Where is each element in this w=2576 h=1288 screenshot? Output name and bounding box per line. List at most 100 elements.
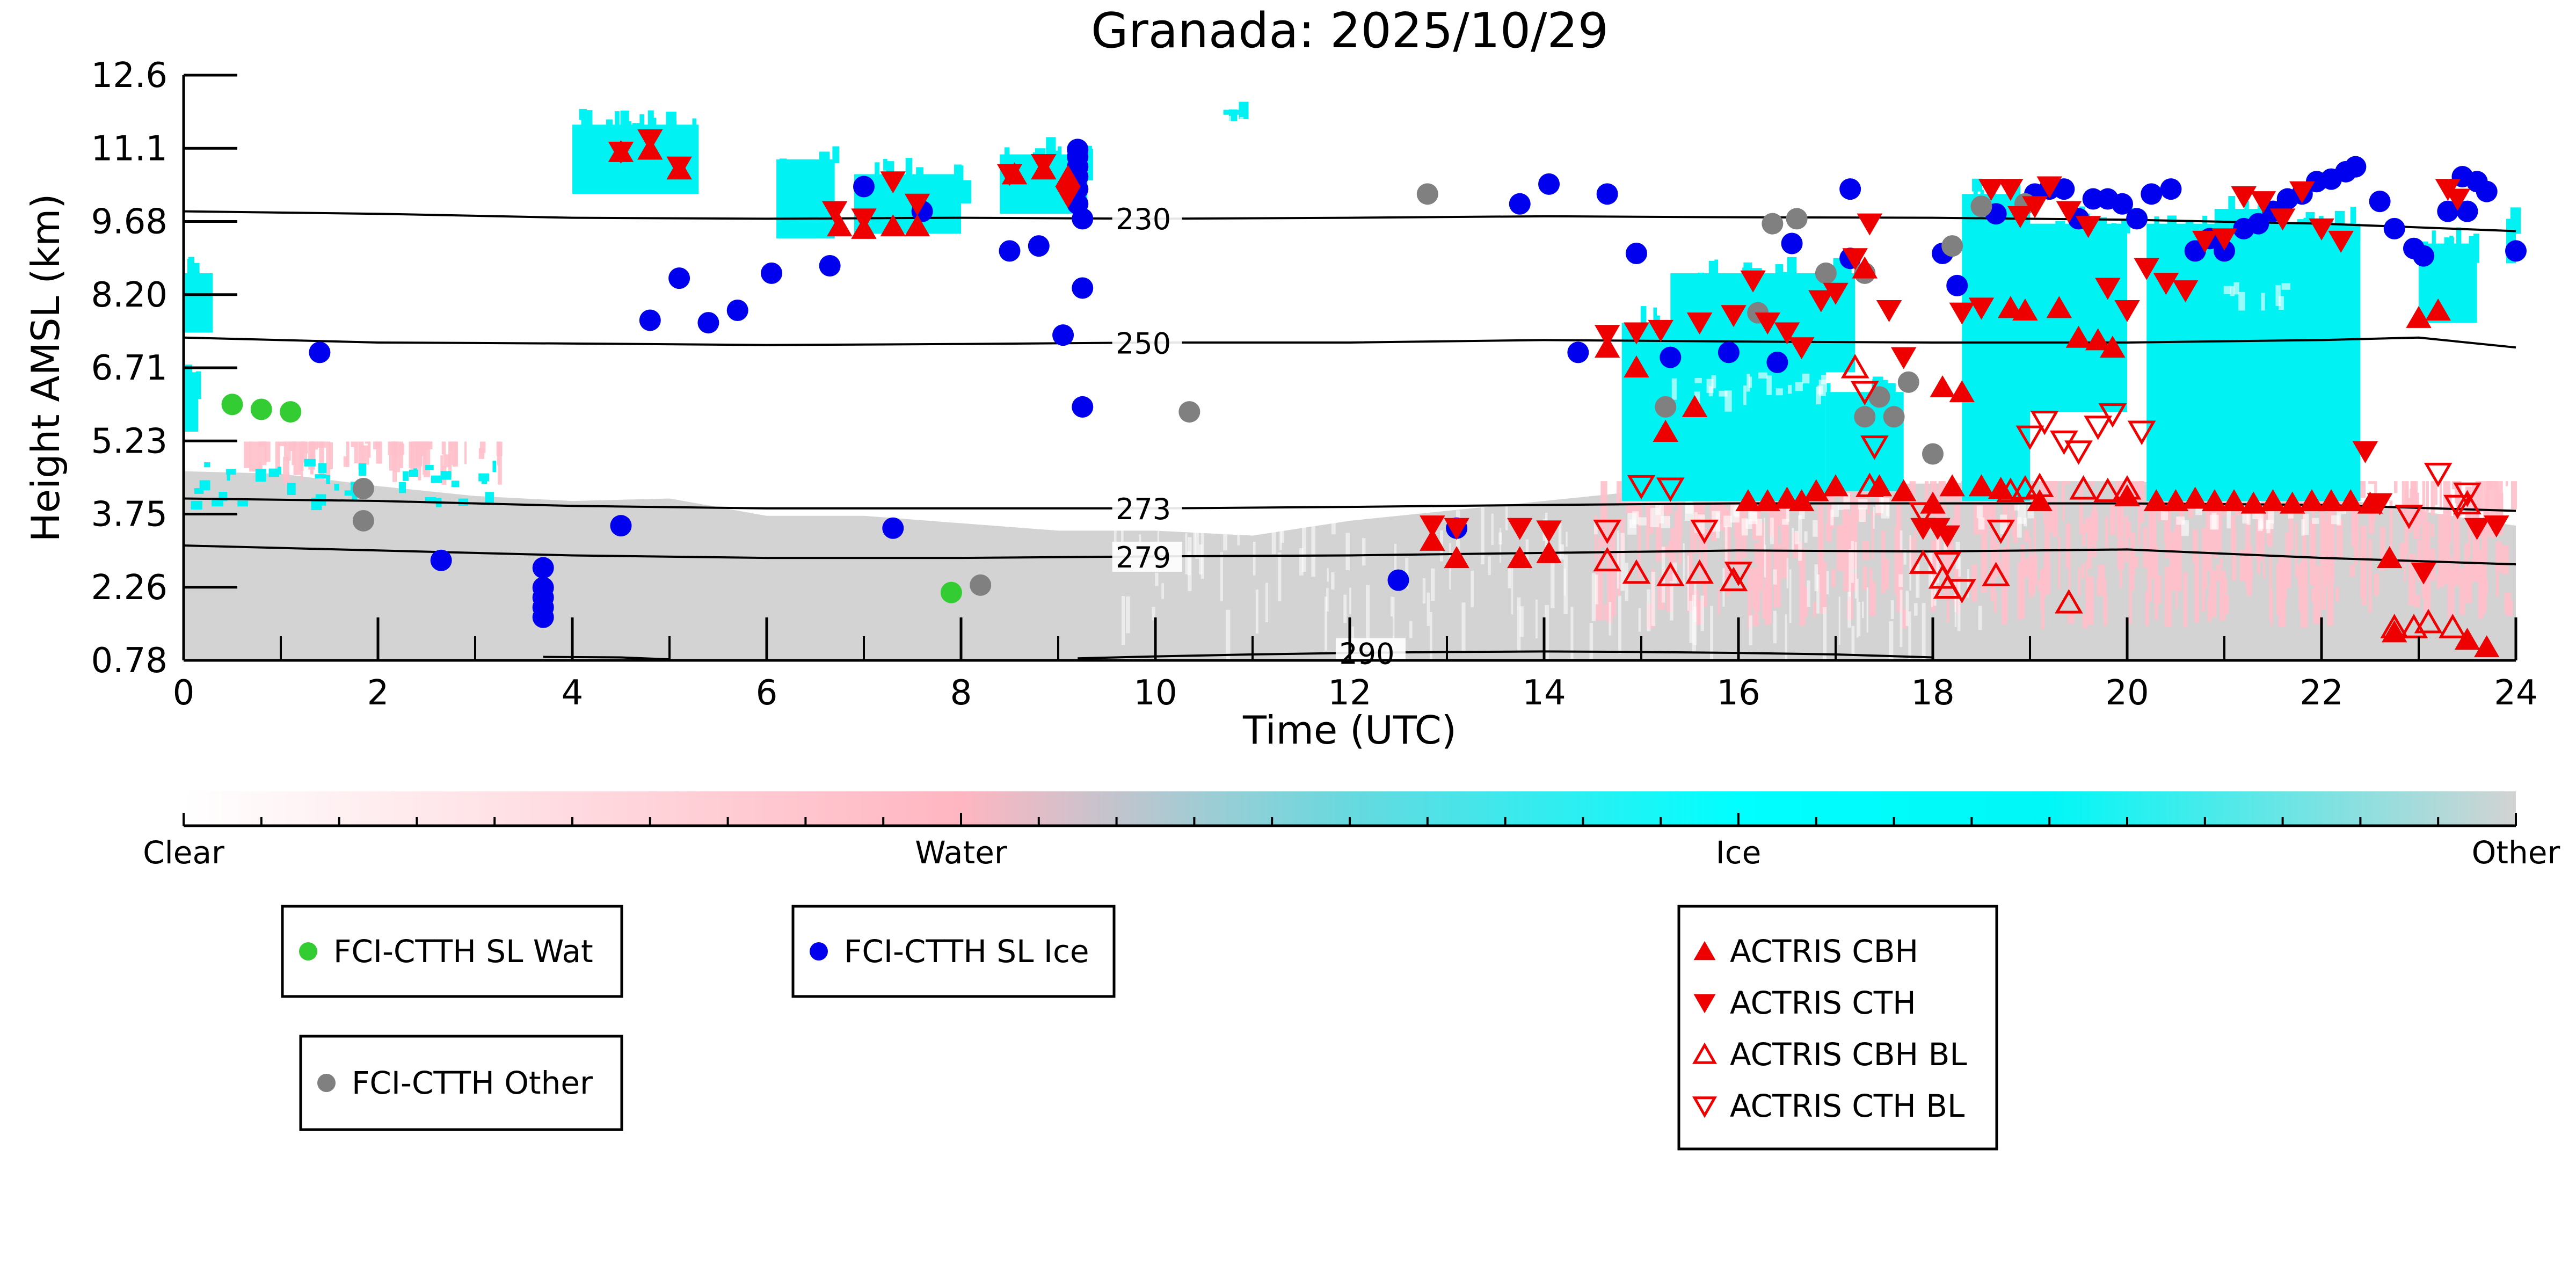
data-point bbox=[1721, 305, 1747, 328]
ice-phase-region bbox=[2030, 223, 2127, 412]
water-phase-streak bbox=[395, 441, 398, 459]
ice-phase-speckle bbox=[648, 118, 657, 133]
clear-gap-streak bbox=[1157, 531, 1160, 543]
water-phase-streak bbox=[354, 441, 358, 463]
data-point bbox=[2413, 245, 2435, 267]
ice-phase-speckle bbox=[2040, 227, 2046, 250]
water-phase-streak bbox=[1799, 548, 1806, 626]
data-point bbox=[2143, 489, 2170, 512]
ice-edge-gap bbox=[2211, 512, 2217, 530]
data-point bbox=[2328, 230, 2354, 253]
data-point bbox=[1781, 232, 1803, 254]
ice-edge-gap bbox=[2312, 518, 2319, 524]
ice-phase-speckle bbox=[820, 158, 828, 176]
water-phase-streak bbox=[479, 441, 486, 453]
data-point bbox=[2484, 515, 2509, 538]
ice-edge-gap bbox=[2072, 424, 2077, 436]
data-point bbox=[1593, 519, 1621, 544]
water-phase-streak bbox=[2472, 522, 2476, 571]
ice-edge-gap bbox=[2260, 508, 2264, 529]
data-point bbox=[1854, 406, 1876, 428]
ice-edge-gap bbox=[1015, 226, 1021, 235]
water-phase-streak bbox=[2418, 506, 2425, 525]
water-phase-streak bbox=[1831, 569, 1836, 587]
ice-phase-speckle bbox=[2469, 236, 2478, 249]
water-phase-streak bbox=[1813, 602, 1816, 617]
ice-edge-gap bbox=[615, 195, 623, 208]
water-phase-streak bbox=[1604, 604, 1610, 620]
data-point bbox=[1909, 502, 1938, 527]
clear-gap-streak bbox=[1563, 568, 1566, 596]
ice-phase-speckle bbox=[2228, 195, 2235, 225]
legend-label: ACTRIS CTH bbox=[1730, 985, 1916, 1021]
data-point bbox=[1387, 569, 1409, 591]
water-phase-streak bbox=[1931, 540, 1935, 612]
water-phase-streak bbox=[1656, 493, 1662, 562]
water-phase-streak bbox=[1774, 505, 1778, 578]
water-phase-streak bbox=[310, 461, 314, 475]
data-point bbox=[1596, 183, 1618, 205]
water-phase-streak bbox=[2033, 516, 2036, 577]
data-point bbox=[1808, 290, 1834, 312]
clear-gap-streak bbox=[1345, 533, 1350, 571]
ice-edge-gap bbox=[872, 245, 880, 266]
ice-edge-gap bbox=[1788, 384, 1792, 394]
data-point bbox=[1815, 262, 1837, 284]
water-phase-streak bbox=[343, 456, 347, 467]
data-point bbox=[2309, 218, 2334, 241]
water-phase-streak bbox=[2408, 498, 2412, 533]
data-point bbox=[1509, 193, 1531, 215]
data-point bbox=[970, 574, 992, 596]
water-phase-streak bbox=[2044, 520, 2050, 563]
ice-edge-gap bbox=[692, 196, 698, 208]
data-point bbox=[761, 262, 783, 284]
data-point bbox=[1949, 302, 1975, 325]
ice-phase-speckle bbox=[1708, 260, 1716, 287]
water-phase-streak bbox=[2421, 521, 2426, 598]
data-point bbox=[2289, 181, 2315, 203]
clear-gap-streak bbox=[1786, 558, 1789, 589]
water-phase-streak bbox=[2302, 507, 2306, 570]
water-phase-streak bbox=[2064, 481, 2071, 485]
data-point bbox=[1788, 337, 1815, 360]
water-phase-streak bbox=[2208, 586, 2211, 614]
data-point bbox=[2269, 208, 2296, 231]
water-phase-streak bbox=[2068, 612, 2075, 624]
ice-edge-gap bbox=[909, 251, 915, 264]
data-point bbox=[2352, 441, 2378, 463]
ice-phase-speckle bbox=[954, 164, 962, 178]
data-point bbox=[1624, 355, 1649, 378]
ice-phase-speckle bbox=[2289, 231, 2298, 260]
water-phase-streak bbox=[2217, 512, 2222, 551]
ice-phase-speckle bbox=[920, 178, 925, 196]
data-point bbox=[2127, 420, 2156, 445]
ice-phase-speckle bbox=[615, 111, 620, 131]
data-point bbox=[2425, 299, 2451, 321]
clear-gap-streak bbox=[1900, 530, 1903, 550]
water-phase-streak bbox=[416, 441, 423, 467]
water-phase-streak bbox=[1711, 530, 1717, 541]
clear-gap-streak bbox=[1890, 600, 1894, 620]
water-phase-streak bbox=[2216, 564, 2220, 581]
ice-phase-speckle bbox=[1714, 259, 1719, 289]
data-point bbox=[851, 208, 877, 231]
colorbar-label: Other bbox=[2472, 834, 2560, 871]
data-point bbox=[2056, 201, 2082, 223]
water-phase-streak bbox=[283, 456, 289, 484]
ice-edge-gap bbox=[679, 209, 687, 220]
data-point bbox=[430, 549, 452, 571]
clear-gap-streak bbox=[1327, 568, 1329, 582]
clear-gap-streak bbox=[1798, 515, 1802, 561]
data-point bbox=[2030, 411, 2059, 435]
data-point bbox=[2505, 240, 2527, 262]
water-phase-streak bbox=[2298, 572, 2303, 612]
ice-phase-speckle bbox=[960, 180, 971, 203]
water-phase-streak bbox=[2129, 548, 2132, 624]
water-phase-streak bbox=[1881, 530, 1886, 594]
clear-gap-streak bbox=[1237, 516, 1240, 545]
water-phase-streak bbox=[2013, 516, 2018, 543]
ice-edge-gap bbox=[2223, 286, 2231, 295]
water-phase-streak bbox=[326, 441, 331, 486]
water-phase-streak bbox=[1649, 494, 1653, 518]
legend-label: FCI-CTTH Other bbox=[352, 1065, 593, 1101]
